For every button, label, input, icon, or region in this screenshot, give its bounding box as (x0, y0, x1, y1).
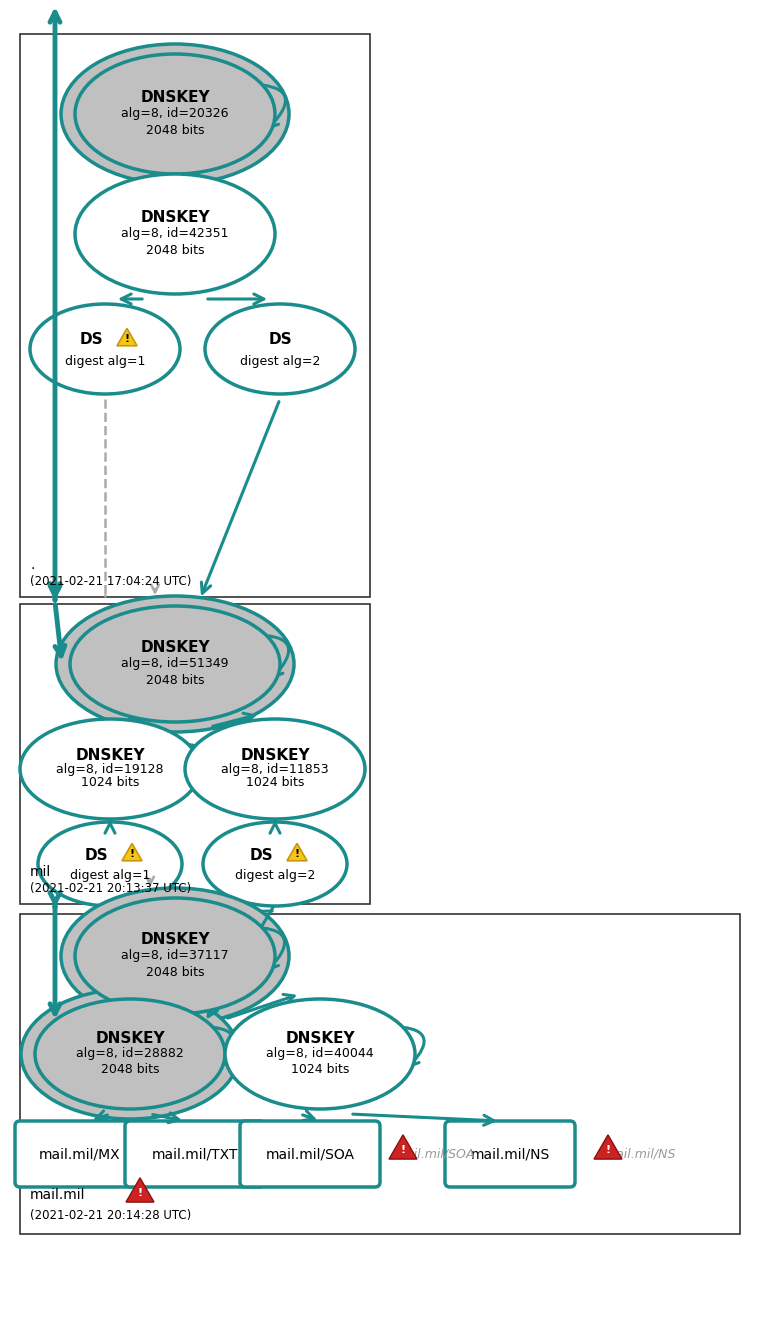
Text: DS: DS (84, 847, 108, 862)
Text: DS: DS (249, 847, 273, 862)
FancyBboxPatch shape (20, 604, 370, 904)
Text: mail.mil/SOA: mail.mil/SOA (395, 1148, 476, 1161)
Text: mail.mil/TXT: mail.mil/TXT (152, 1147, 239, 1161)
Ellipse shape (225, 1000, 415, 1110)
Ellipse shape (75, 898, 275, 1014)
Text: alg=8, id=11853: alg=8, id=11853 (221, 763, 329, 776)
Text: .: . (30, 557, 35, 572)
Ellipse shape (203, 822, 347, 906)
Text: alg=8, id=37117: alg=8, id=37117 (121, 949, 229, 963)
Text: !: ! (137, 1188, 143, 1198)
Ellipse shape (30, 305, 180, 395)
Polygon shape (117, 328, 137, 346)
Text: digest alg=1: digest alg=1 (70, 870, 150, 883)
Ellipse shape (21, 989, 239, 1119)
Text: DNSKEY: DNSKEY (95, 1031, 165, 1046)
Text: DNSKEY: DNSKEY (140, 90, 210, 105)
Text: digest alg=1: digest alg=1 (65, 355, 145, 368)
Text: DNSKEY: DNSKEY (75, 748, 145, 763)
Text: DNSKEY: DNSKEY (285, 1031, 355, 1046)
FancyBboxPatch shape (20, 914, 740, 1234)
Ellipse shape (70, 606, 280, 722)
Text: 1024 bits: 1024 bits (245, 776, 304, 789)
Text: (2021-02-21 20:13:37 UTC): (2021-02-21 20:13:37 UTC) (30, 882, 191, 895)
Text: !: ! (295, 849, 300, 859)
Text: !: ! (400, 1145, 406, 1155)
Text: digest alg=2: digest alg=2 (240, 355, 320, 368)
Text: DNSKEY: DNSKEY (140, 209, 210, 225)
Text: 1024 bits: 1024 bits (291, 1063, 349, 1076)
Text: mail.mil/NS: mail.mil/NS (470, 1147, 550, 1161)
Text: digest alg=2: digest alg=2 (235, 870, 315, 883)
FancyBboxPatch shape (15, 1121, 145, 1188)
Text: alg=8, id=20326: alg=8, id=20326 (121, 107, 229, 120)
Text: alg=8, id=40044: alg=8, id=40044 (266, 1047, 374, 1061)
Text: mail.mil/NS: mail.mil/NS (604, 1148, 676, 1161)
Text: !: ! (130, 849, 134, 859)
Text: !: ! (124, 334, 130, 344)
Text: DS: DS (79, 332, 103, 347)
Text: (2021-02-21 20:14:28 UTC): (2021-02-21 20:14:28 UTC) (30, 1209, 191, 1222)
Ellipse shape (61, 44, 289, 184)
Text: (2021-02-21 17:04:24 UTC): (2021-02-21 17:04:24 UTC) (30, 575, 192, 588)
Text: alg=8, id=42351: alg=8, id=42351 (121, 228, 229, 241)
Ellipse shape (35, 1000, 225, 1110)
Ellipse shape (61, 888, 289, 1023)
Text: alg=8, id=19128: alg=8, id=19128 (56, 763, 163, 776)
FancyBboxPatch shape (20, 34, 370, 597)
Text: 2048 bits: 2048 bits (146, 124, 204, 138)
Text: DNSKEY: DNSKEY (240, 748, 310, 763)
Polygon shape (389, 1135, 417, 1158)
Polygon shape (594, 1135, 622, 1158)
Text: 2048 bits: 2048 bits (100, 1063, 160, 1076)
Ellipse shape (75, 54, 275, 173)
FancyBboxPatch shape (240, 1121, 380, 1188)
Ellipse shape (20, 719, 200, 820)
Text: 2048 bits: 2048 bits (146, 674, 204, 687)
Text: alg=8, id=28882: alg=8, id=28882 (76, 1047, 184, 1061)
Ellipse shape (185, 719, 365, 820)
Polygon shape (287, 843, 307, 861)
Text: DNSKEY: DNSKEY (140, 932, 210, 947)
FancyBboxPatch shape (125, 1121, 265, 1188)
Text: DNSKEY: DNSKEY (140, 641, 210, 655)
Text: mail.mil/MX: mail.mil/MX (39, 1147, 121, 1161)
Text: 2048 bits: 2048 bits (146, 965, 204, 978)
Ellipse shape (56, 596, 294, 732)
Ellipse shape (75, 173, 275, 294)
Polygon shape (126, 1178, 154, 1202)
Ellipse shape (205, 305, 355, 395)
Ellipse shape (38, 822, 182, 906)
Polygon shape (122, 843, 142, 861)
Text: alg=8, id=51349: alg=8, id=51349 (121, 658, 229, 670)
Text: 1024 bits: 1024 bits (81, 776, 139, 789)
Text: mil: mil (30, 865, 51, 879)
Text: DS: DS (268, 332, 291, 347)
Text: mail.mil/SOA: mail.mil/SOA (265, 1147, 354, 1161)
FancyBboxPatch shape (445, 1121, 575, 1188)
Text: 2048 bits: 2048 bits (146, 245, 204, 257)
Text: mail.mil: mail.mil (30, 1188, 85, 1202)
Text: !: ! (605, 1145, 611, 1155)
